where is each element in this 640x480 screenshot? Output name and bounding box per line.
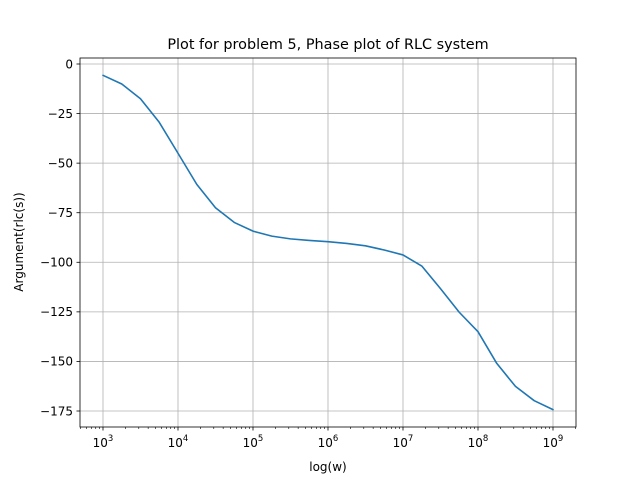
x-tick-label: 109 (543, 434, 564, 450)
chart-title: Plot for problem 5, Phase plot of RLC sy… (167, 37, 488, 53)
y-axis-label: Argument(rlc(s)) (12, 192, 26, 291)
x-tick-label: 106 (318, 434, 339, 450)
y-tick-label: −175 (40, 404, 73, 418)
y-tick-label: −75 (48, 206, 73, 220)
y-tick-label: −100 (40, 256, 73, 270)
y-tick-label: 0 (65, 57, 73, 71)
y-tick-label: −125 (40, 305, 73, 319)
grid-lines (80, 58, 576, 427)
y-tick-label: −50 (48, 156, 73, 170)
x-tick-label: 107 (393, 434, 414, 450)
x-tick-label: 105 (243, 434, 264, 450)
phase-series-line (102, 74, 554, 411)
y-tick-label: −150 (40, 355, 73, 369)
y-tick-label: −25 (48, 107, 73, 121)
x-tick-label: 104 (168, 434, 189, 450)
y-axis-ticks: 0 −25 −50 −75 −100 −125 −150 −175 (40, 57, 80, 418)
data-series (102, 74, 554, 411)
x-axis-ticks: 103 104 105 106 107 108 109 (80, 427, 576, 450)
x-axis-label: log(w) (309, 460, 346, 474)
x-tick-label: 108 (468, 434, 489, 450)
x-tick-label: 103 (93, 434, 114, 450)
